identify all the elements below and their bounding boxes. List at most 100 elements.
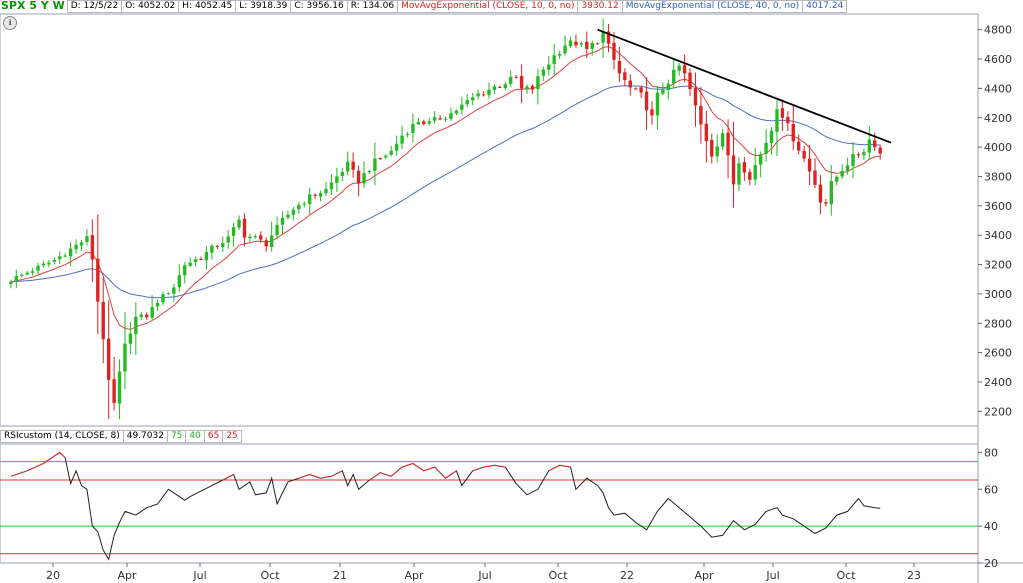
candle-body xyxy=(112,379,116,404)
candle-body xyxy=(530,85,535,90)
candle-body xyxy=(503,84,507,89)
candle xyxy=(791,105,795,151)
price-tick-label: 3400 xyxy=(984,229,1012,242)
rsi-tick-label: 80 xyxy=(984,446,998,459)
candle xyxy=(666,79,670,100)
candle xyxy=(704,110,709,163)
candle-body xyxy=(845,165,850,172)
candle-body xyxy=(52,259,57,262)
rsi-header: RSIcustom (14, CLOSE, 8) 49.7032 75 40 6… xyxy=(0,430,242,443)
candle xyxy=(96,214,100,335)
candle xyxy=(68,241,73,266)
candle xyxy=(139,312,143,320)
candle-body xyxy=(139,314,143,318)
candle-body xyxy=(682,65,687,74)
candle xyxy=(786,111,790,131)
candle xyxy=(416,117,421,126)
candle-body xyxy=(509,76,513,84)
candle xyxy=(367,169,372,175)
price-tick-label: 3200 xyxy=(984,259,1012,272)
candle-body xyxy=(748,172,752,180)
rsi-overbought-segment xyxy=(369,472,381,481)
candle-body xyxy=(204,251,209,261)
candle xyxy=(221,236,225,252)
candle xyxy=(601,18,605,58)
candle xyxy=(465,94,469,108)
candle-body xyxy=(818,184,823,203)
candle xyxy=(840,164,844,180)
candle-body xyxy=(514,76,518,78)
symbol-label[interactable]: SPX 5 Y W xyxy=(0,0,68,13)
time-tick-label: Oct xyxy=(260,569,280,582)
candle-body xyxy=(405,134,410,136)
candle xyxy=(639,85,643,98)
candle xyxy=(101,277,105,364)
rsi-tick-label: 60 xyxy=(984,483,998,496)
candle xyxy=(623,68,627,86)
candle xyxy=(47,259,51,268)
rsi-overbought-segment xyxy=(59,452,66,459)
candle-body xyxy=(644,91,649,111)
rsi-overbought-segment xyxy=(559,464,571,468)
candle xyxy=(634,87,638,90)
candle xyxy=(79,239,84,251)
candle-body xyxy=(340,172,344,176)
candle xyxy=(145,312,149,320)
rsi-level-3: 65 xyxy=(203,430,224,443)
candle-body xyxy=(731,155,736,185)
rsi-overbought-segment xyxy=(222,474,234,481)
candle-body xyxy=(346,161,350,172)
candle-body xyxy=(601,31,605,43)
rsi-overbought-segment xyxy=(331,470,343,477)
candle xyxy=(302,201,306,208)
candle xyxy=(563,35,567,56)
candle xyxy=(193,256,198,267)
candle xyxy=(720,128,725,151)
candle xyxy=(498,85,502,88)
ema40-label[interactable]: MovAvgExponential (CLOSE, 40, 0, no) xyxy=(621,0,804,13)
candle-body xyxy=(280,217,285,225)
trendline-segment[interactable] xyxy=(597,28,892,144)
candle-body xyxy=(465,100,469,105)
info-circle-icon[interactable]: ℹ xyxy=(3,16,17,30)
rsi-overbought-segment xyxy=(445,470,457,479)
candle xyxy=(150,295,154,321)
rsi-overbought-segment xyxy=(434,466,446,479)
candle-body xyxy=(786,116,790,124)
candle-body xyxy=(547,64,551,70)
trendline[interactable] xyxy=(597,28,892,144)
candle-body xyxy=(590,42,594,49)
candle-body xyxy=(780,108,785,118)
candle xyxy=(693,72,698,127)
candle xyxy=(63,253,67,258)
rsi-overbought-segment xyxy=(548,464,560,472)
candle-body xyxy=(79,242,84,246)
candle-body xyxy=(308,194,312,204)
rsi-label[interactable]: RSIcustom (14, CLOSE, 8) xyxy=(0,430,124,443)
candle xyxy=(579,42,584,48)
candle-body xyxy=(623,72,627,81)
ema10-label[interactable]: MovAvgExponential (CLOSE, 10, 0, no) xyxy=(397,0,579,13)
candle xyxy=(30,267,35,276)
candle-body xyxy=(378,158,383,160)
candle-body xyxy=(873,140,877,148)
candle xyxy=(726,119,730,179)
candle xyxy=(829,165,833,216)
candle-body xyxy=(400,135,404,144)
candle xyxy=(595,42,600,45)
candle xyxy=(248,233,252,242)
candle-body xyxy=(655,92,660,116)
candle-body xyxy=(47,262,51,265)
candle xyxy=(655,85,660,130)
candle xyxy=(731,121,736,208)
candle xyxy=(672,59,676,89)
candle xyxy=(677,62,681,76)
candle-body xyxy=(862,152,866,156)
candle xyxy=(318,190,323,202)
candle xyxy=(166,292,171,295)
candle xyxy=(9,279,13,289)
candle xyxy=(753,148,757,186)
rsi-overbought-segment xyxy=(43,455,55,464)
ema40-value: 4017.24 xyxy=(802,0,848,13)
